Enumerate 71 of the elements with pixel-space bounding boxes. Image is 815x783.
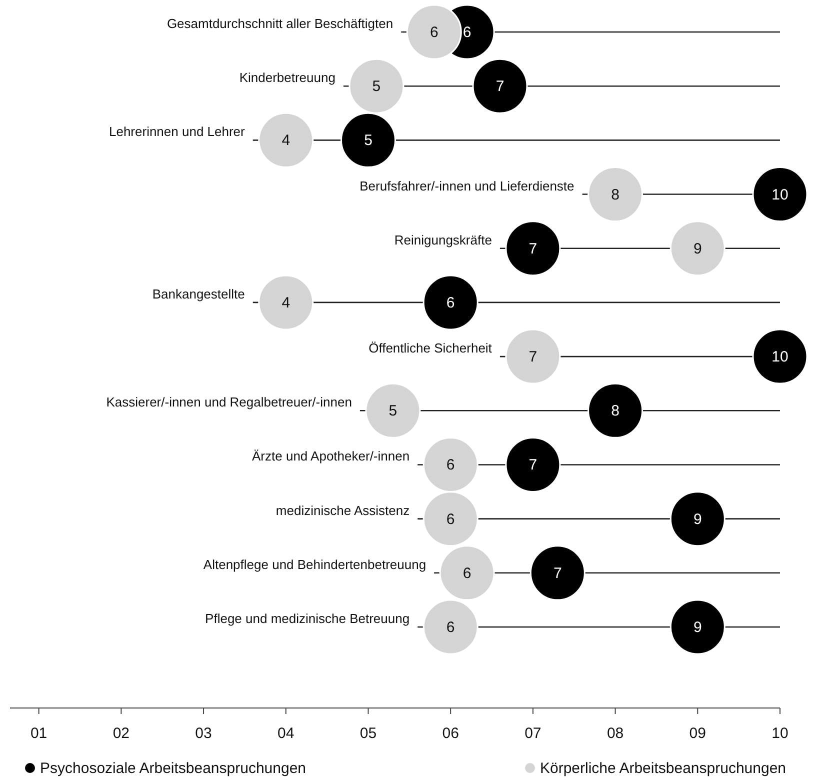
point [348, 58, 404, 114]
y-tick-label: Ärzte und Apotheker/-innen [252, 448, 410, 464]
data-label: 10 [772, 186, 788, 204]
y-tick-label: Öffentliche Sicherheit [368, 340, 492, 356]
data-label: 9 [693, 240, 702, 258]
point [422, 491, 478, 547]
y-tick-label: Pflege und medizinische Betreuung [205, 611, 410, 626]
point [670, 220, 726, 276]
y-tick-label: Lehrerinnen und Lehrer [108, 124, 246, 140]
data-label: 9 [693, 619, 702, 636]
x-tick-label: 10 [772, 725, 788, 742]
x-tick-label: 03 [195, 725, 212, 742]
data-label: 6 [430, 24, 438, 41]
y-tick-label: Reinigungskräfte [394, 232, 492, 248]
data-label: 8 [611, 186, 620, 204]
y-tick-label: medizinische Assistenz [276, 502, 410, 518]
x-tick-label: 08 [606, 725, 624, 742]
legend-label: Körperliche Arbeitsbeanspruchungen [540, 760, 786, 777]
y-tick-label: Bankangestellte [152, 286, 245, 302]
point [588, 382, 644, 438]
x-tick-label: 05 [360, 725, 377, 742]
data-label: 8 [611, 402, 620, 420]
data-label: 4 [282, 294, 290, 312]
point [505, 328, 561, 384]
point [340, 112, 396, 168]
point [752, 328, 808, 384]
data-label: 6 [462, 564, 472, 582]
point [258, 112, 314, 168]
data-label: 5 [364, 132, 372, 150]
point [670, 491, 726, 547]
point [588, 166, 644, 222]
point [422, 599, 478, 655]
point [422, 436, 478, 492]
point [530, 545, 586, 601]
y-tick-label: Kassierer/-innen und Regalbetreuer/-innen [106, 394, 352, 410]
legend-label: Psychosoziale Arbeitsbeanspruchungen [40, 760, 306, 777]
point [472, 58, 528, 114]
data-label: 6 [462, 24, 472, 41]
point [752, 166, 808, 222]
data-label: 7 [528, 240, 538, 258]
x-tick-label: 06 [442, 725, 459, 742]
point [505, 436, 561, 492]
data-label: 7 [528, 456, 538, 474]
point [670, 599, 726, 655]
x-tick-label: 09 [689, 725, 706, 742]
point [505, 220, 561, 276]
point [422, 274, 478, 330]
data-label: 5 [372, 78, 381, 96]
point [406, 4, 462, 60]
data-label: 7 [496, 78, 504, 96]
x-tick-label: 07 [524, 725, 542, 742]
x-tick-label: 01 [30, 725, 48, 742]
point [365, 382, 421, 438]
x-tick-label: 02 [112, 725, 130, 742]
data-label: 7 [553, 564, 562, 582]
x-tick-label: 04 [278, 725, 294, 742]
y-tick-label: Gesamtdurchschnitt aller Beschäftigten [166, 16, 394, 31]
data-label: 10 [772, 348, 788, 366]
point [439, 545, 495, 601]
y-tick-label: Altenpflege und Behindertenbetreuung [203, 556, 426, 572]
data-label: 5 [388, 402, 398, 420]
y-tick-label: Kinderbetreuung [239, 70, 336, 86]
y-tick-label: Berufsfahrer/-innen und Lieferdienste [360, 178, 574, 194]
data-label: 6 [446, 619, 455, 636]
data-label: 4 [282, 132, 290, 150]
data-label: 7 [528, 348, 538, 366]
data-label: 6 [446, 510, 455, 528]
data-label: 9 [693, 510, 702, 528]
data-label: 6 [446, 456, 455, 474]
data-label: 6 [446, 294, 455, 312]
point [258, 274, 314, 330]
